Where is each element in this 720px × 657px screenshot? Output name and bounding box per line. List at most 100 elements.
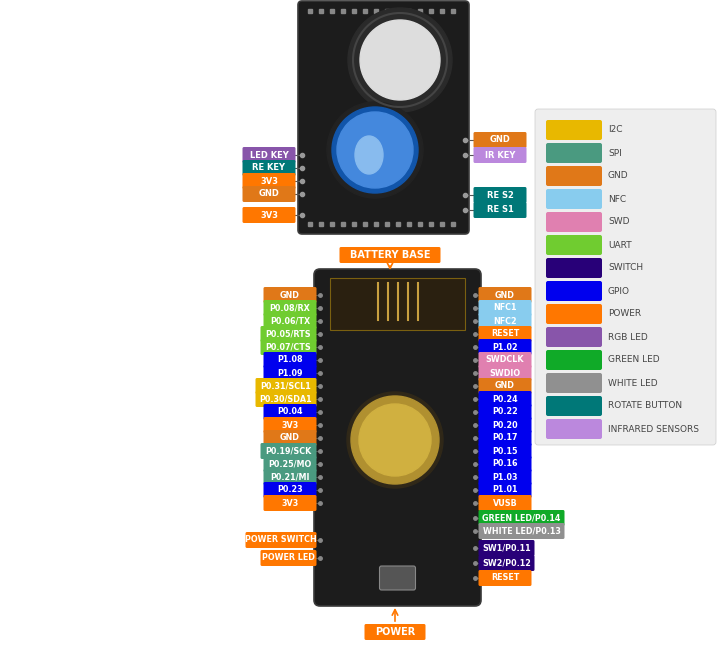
Text: P0.22: P0.22 [492, 407, 518, 417]
FancyBboxPatch shape [264, 456, 317, 472]
Text: POWER: POWER [375, 627, 415, 637]
FancyBboxPatch shape [264, 495, 317, 511]
Text: WHITE LED/P0.13: WHITE LED/P0.13 [482, 526, 560, 535]
Text: LED KEY: LED KEY [250, 150, 289, 160]
FancyBboxPatch shape [546, 189, 602, 209]
FancyBboxPatch shape [364, 624, 426, 640]
FancyBboxPatch shape [243, 160, 295, 176]
Text: RESET: RESET [491, 330, 519, 338]
FancyBboxPatch shape [546, 350, 602, 370]
Text: P0.25/MO: P0.25/MO [269, 459, 312, 468]
Text: P0.07/CTS: P0.07/CTS [266, 342, 311, 351]
FancyBboxPatch shape [546, 419, 602, 439]
Circle shape [347, 392, 443, 488]
FancyBboxPatch shape [535, 109, 716, 445]
FancyBboxPatch shape [546, 166, 602, 186]
Text: P0.30/SDA1: P0.30/SDA1 [260, 394, 312, 403]
Circle shape [348, 8, 452, 112]
Text: ROTATE BUTTON: ROTATE BUTTON [608, 401, 682, 411]
Text: UART: UART [608, 240, 631, 250]
FancyBboxPatch shape [479, 555, 534, 571]
FancyBboxPatch shape [479, 510, 564, 526]
Text: P1.08: P1.08 [277, 355, 303, 365]
Text: NFC2: NFC2 [493, 317, 517, 325]
Text: RE KEY: RE KEY [253, 164, 286, 173]
FancyBboxPatch shape [246, 532, 317, 548]
FancyBboxPatch shape [264, 352, 317, 368]
Text: RESET: RESET [491, 574, 519, 583]
FancyBboxPatch shape [261, 550, 317, 566]
Text: GND: GND [495, 382, 515, 390]
Text: WHITE LED: WHITE LED [608, 378, 657, 388]
Text: RE S2: RE S2 [487, 191, 513, 200]
FancyBboxPatch shape [479, 430, 531, 446]
FancyBboxPatch shape [479, 404, 531, 420]
FancyBboxPatch shape [479, 300, 531, 316]
Text: SWITCH: SWITCH [608, 263, 643, 273]
Circle shape [337, 112, 413, 188]
FancyBboxPatch shape [546, 304, 602, 324]
Text: P0.19/SCK: P0.19/SCK [266, 447, 312, 455]
Text: P0.06/TX: P0.06/TX [270, 317, 310, 325]
Text: RGB LED: RGB LED [608, 332, 648, 342]
Text: GPIO: GPIO [608, 286, 630, 296]
Text: 3V3: 3V3 [260, 210, 278, 219]
FancyBboxPatch shape [479, 523, 564, 539]
Text: SW1/P0.11: SW1/P0.11 [482, 543, 531, 553]
FancyBboxPatch shape [264, 300, 317, 316]
Text: P0.08/RX: P0.08/RX [269, 304, 310, 313]
Text: I2C: I2C [608, 125, 623, 135]
Text: POWER SWITCH: POWER SWITCH [245, 535, 317, 545]
Text: 3V3: 3V3 [282, 420, 299, 430]
FancyBboxPatch shape [474, 187, 526, 203]
FancyBboxPatch shape [546, 396, 602, 416]
FancyBboxPatch shape [546, 327, 602, 347]
FancyBboxPatch shape [298, 1, 469, 234]
FancyBboxPatch shape [243, 173, 295, 189]
FancyBboxPatch shape [243, 186, 295, 202]
FancyBboxPatch shape [479, 287, 531, 303]
FancyBboxPatch shape [264, 313, 317, 329]
Text: 3V3: 3V3 [260, 177, 278, 185]
FancyBboxPatch shape [479, 570, 531, 586]
Text: INFRARED SENSORS: INFRARED SENSORS [608, 424, 699, 434]
Text: GREEN LED/P0.14: GREEN LED/P0.14 [482, 514, 561, 522]
FancyBboxPatch shape [479, 313, 531, 329]
Text: P0.15: P0.15 [492, 447, 518, 455]
FancyBboxPatch shape [474, 147, 526, 163]
Text: NFC: NFC [608, 194, 626, 204]
FancyBboxPatch shape [479, 469, 531, 485]
FancyBboxPatch shape [479, 378, 531, 394]
Text: GND: GND [280, 434, 300, 443]
FancyBboxPatch shape [264, 365, 317, 381]
FancyBboxPatch shape [261, 339, 317, 355]
FancyBboxPatch shape [330, 278, 465, 330]
FancyBboxPatch shape [479, 540, 534, 556]
FancyBboxPatch shape [546, 373, 602, 393]
Circle shape [360, 20, 440, 100]
Text: SWD: SWD [608, 217, 629, 227]
Text: P0.16: P0.16 [492, 459, 518, 468]
FancyBboxPatch shape [479, 482, 531, 498]
FancyBboxPatch shape [546, 212, 602, 232]
FancyBboxPatch shape [314, 269, 481, 606]
FancyBboxPatch shape [243, 207, 295, 223]
FancyBboxPatch shape [546, 258, 602, 278]
Text: P0.05/RTS: P0.05/RTS [266, 330, 311, 338]
Text: NFC1: NFC1 [493, 304, 517, 313]
FancyBboxPatch shape [474, 202, 526, 218]
FancyBboxPatch shape [264, 469, 317, 485]
Text: P0.24: P0.24 [492, 394, 518, 403]
FancyBboxPatch shape [379, 566, 415, 590]
Text: P0.17: P0.17 [492, 434, 518, 443]
FancyBboxPatch shape [261, 443, 317, 459]
FancyBboxPatch shape [546, 143, 602, 163]
Text: GND: GND [495, 290, 515, 300]
Text: RE S1: RE S1 [487, 206, 513, 214]
Text: GND: GND [490, 135, 510, 145]
FancyBboxPatch shape [264, 417, 317, 433]
FancyBboxPatch shape [256, 391, 317, 407]
Text: IR KEY: IR KEY [485, 150, 516, 160]
Text: P1.02: P1.02 [492, 342, 518, 351]
Text: GREEN LED: GREEN LED [608, 355, 660, 365]
